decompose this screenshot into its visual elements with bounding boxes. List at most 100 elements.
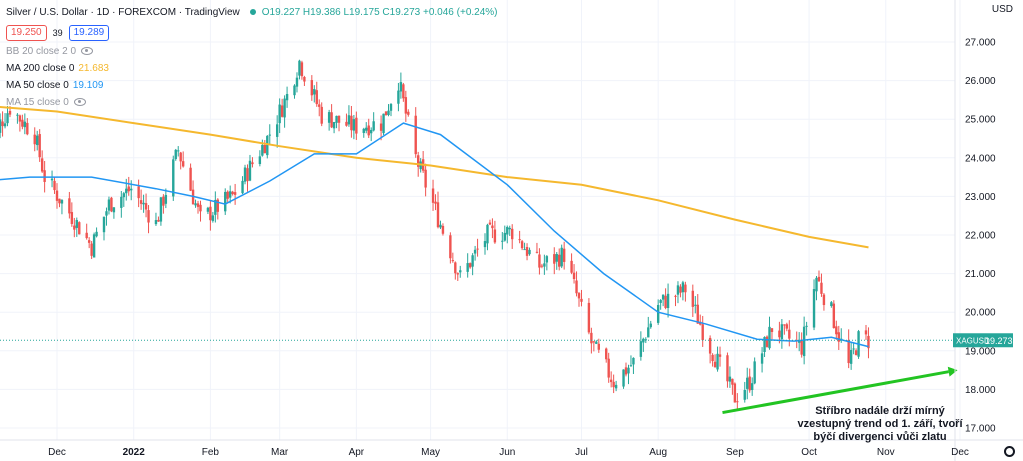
candle-body: [275, 124, 279, 137]
candle-body: [488, 222, 492, 225]
candle-body: [199, 204, 202, 212]
candle-body: [770, 328, 774, 332]
candle-body: [211, 215, 215, 221]
candle-body: [55, 190, 59, 201]
candle-body: [436, 202, 440, 228]
candle-body: [852, 348, 855, 350]
candle-body: [85, 232, 88, 239]
candle-body: [295, 77, 299, 87]
currency-selector[interactable]: USD: [991, 4, 1013, 15]
annotation-line: býčí divergenci vůči zlatu: [813, 431, 947, 443]
candle-body: [389, 104, 393, 111]
candle-body: [434, 201, 437, 204]
candle-body: [181, 161, 185, 167]
gear-icon[interactable]: [1004, 446, 1015, 457]
candle-body: [805, 325, 808, 327]
candle-body: [303, 76, 306, 82]
candle-body: [726, 355, 729, 382]
candle-body: [545, 256, 549, 263]
buy-button[interactable]: 19.289: [68, 25, 110, 41]
trend-arrow-head: [947, 366, 958, 377]
candle-body: [6, 113, 9, 124]
indicator-ma50[interactable]: MA 50 close 0 19.109: [6, 77, 498, 93]
candle-body: [379, 123, 383, 131]
candle-body: [105, 211, 108, 216]
eye-hidden-icon[interactable]: [73, 98, 86, 106]
candle-body: [543, 263, 546, 267]
candle-body: [102, 216, 106, 233]
time-axis[interactable]: Dec 2022 Feb Mar Apr May Jun Jul Aug Sep Oct Nov Dec: [0, 439, 1023, 458]
candle-body: [763, 337, 766, 352]
candle-body: [711, 354, 714, 362]
y-tick-label: 18.000: [965, 385, 996, 396]
candle-body: [614, 384, 618, 389]
x-tick-label: Jun: [499, 447, 515, 458]
candle-body: [315, 90, 318, 105]
y-tick-label: 17.000: [965, 424, 996, 435]
y-tick-label: 27.000: [965, 38, 996, 49]
candle-body: [233, 192, 237, 195]
candle-body: [43, 170, 46, 182]
x-tick-label: Jul: [575, 447, 588, 458]
candle-body: [246, 168, 249, 182]
candle-body: [347, 115, 351, 125]
y-tick-label: 25.000: [965, 115, 996, 126]
candle-body: [387, 110, 390, 115]
candle-body: [384, 111, 388, 116]
candle-body: [528, 249, 531, 255]
candle-body: [407, 111, 410, 115]
candle-body: [424, 169, 427, 188]
symbol-row: Silver / U.S. Dollar · 1D · FOREXCOM · T…: [6, 4, 498, 20]
ohlc-values: O19.227 H19.386 L19.175 C19.273 +0.046 (…: [261, 6, 498, 18]
candle-body: [125, 188, 128, 194]
chart-legend: Silver / U.S. Dollar · 1D · FOREXCOM · T…: [6, 4, 498, 110]
price-axis[interactable]: 17.000 18.000 19.000 20.000 21.000 22.000 23.0…: [953, 0, 1013, 461]
candle-body: [365, 127, 368, 131]
candle-body: [728, 376, 732, 382]
x-tick-label: Oct: [801, 447, 817, 458]
ma50-line: [0, 122, 869, 348]
candle-body: [473, 249, 477, 254]
eye-hidden-icon[interactable]: [81, 47, 94, 55]
candle-body: [525, 247, 529, 256]
candle-body: [587, 302, 591, 333]
candle-body: [558, 254, 561, 267]
candle-body: [471, 255, 474, 267]
moving-averages: [0, 106, 955, 348]
indicator-ma15[interactable]: MA 15 close 0: [6, 94, 498, 110]
candle-body: [849, 349, 853, 364]
candle-body: [142, 202, 145, 205]
candle-body: [666, 293, 670, 309]
candle-body: [224, 191, 227, 212]
candle-body: [417, 155, 420, 167]
candle-body: [647, 327, 650, 338]
candle-body: [748, 376, 751, 391]
indicator-ma200[interactable]: MA 200 close 0 21.683: [6, 60, 498, 76]
candle-body: [283, 98, 286, 118]
candle-body: [90, 243, 93, 256]
candle-body: [649, 323, 652, 328]
indicator-bb[interactable]: BB 20 close 2 0: [6, 43, 498, 59]
candle-body: [144, 203, 148, 210]
candle-body: [612, 381, 615, 388]
candle-body: [454, 262, 457, 274]
candle-body: [159, 197, 163, 222]
candle-body: [345, 121, 348, 126]
x-tick-label: Sep: [726, 447, 744, 458]
symbol-title[interactable]: Silver / U.S. Dollar · 1D · FOREXCOM · T…: [6, 6, 240, 18]
candle-body: [681, 282, 685, 293]
candle-body: [555, 254, 558, 262]
candle-body: [780, 324, 784, 340]
x-tick-label: Aug: [649, 447, 667, 458]
sell-button[interactable]: 19.250: [6, 25, 47, 41]
candle-body: [402, 84, 405, 99]
trendline-layer: [722, 366, 958, 415]
candle-body: [60, 200, 64, 204]
candle-body: [251, 162, 254, 165]
candle-body: [746, 377, 749, 389]
candle-body: [607, 358, 610, 378]
candle-body: [731, 378, 734, 385]
candle-body: [854, 350, 858, 355]
x-tick-label: Dec: [951, 447, 969, 458]
